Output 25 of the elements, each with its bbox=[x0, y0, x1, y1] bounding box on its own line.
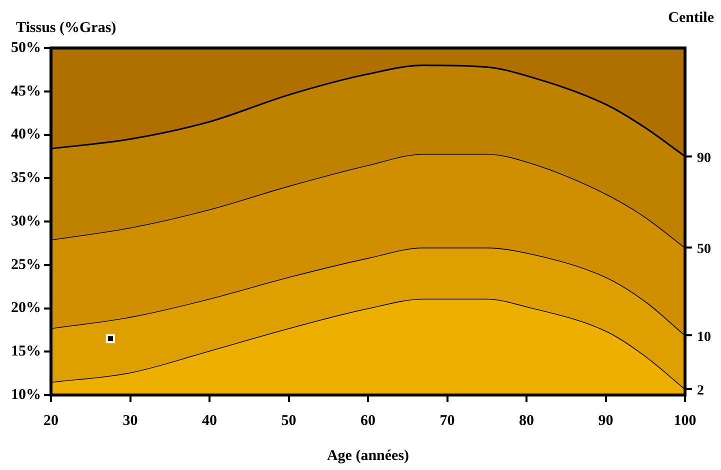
y-tick-label: 40% bbox=[11, 126, 41, 143]
legend-title: Centile bbox=[668, 10, 714, 26]
x-tick-label: 80 bbox=[519, 412, 534, 429]
legend-label: 2 bbox=[697, 384, 704, 399]
legend-label: 90 bbox=[697, 151, 711, 166]
x-tick-label: 50 bbox=[281, 412, 296, 429]
legend-label: 10 bbox=[697, 330, 711, 345]
y-tick-label: 30% bbox=[11, 213, 41, 230]
y-tick-label: 15% bbox=[11, 344, 41, 360]
y-tick-label: 10% bbox=[11, 386, 41, 403]
x-tick-label: 90 bbox=[598, 412, 614, 429]
x-tick-label: 100 bbox=[674, 412, 696, 429]
y-tick-label: 20% bbox=[11, 300, 41, 316]
y-tick-label: 50% bbox=[11, 40, 41, 56]
x-tick-label: 20 bbox=[44, 412, 58, 429]
y-tick-label: 35% bbox=[11, 170, 41, 186]
x-tick-label: 40 bbox=[202, 412, 217, 429]
y-axis-title: Tissus (%Gras) bbox=[16, 20, 116, 36]
x-tick-label: 60 bbox=[360, 412, 376, 429]
x-tick-label: 70 bbox=[440, 412, 455, 429]
y-tick-label: 25% bbox=[11, 256, 41, 273]
x-tick-label: 30 bbox=[122, 412, 138, 429]
x-axis-title: Age (années) bbox=[326, 448, 410, 464]
legend-label: 50 bbox=[697, 242, 711, 258]
y-tick-label: 45% bbox=[11, 83, 41, 100]
